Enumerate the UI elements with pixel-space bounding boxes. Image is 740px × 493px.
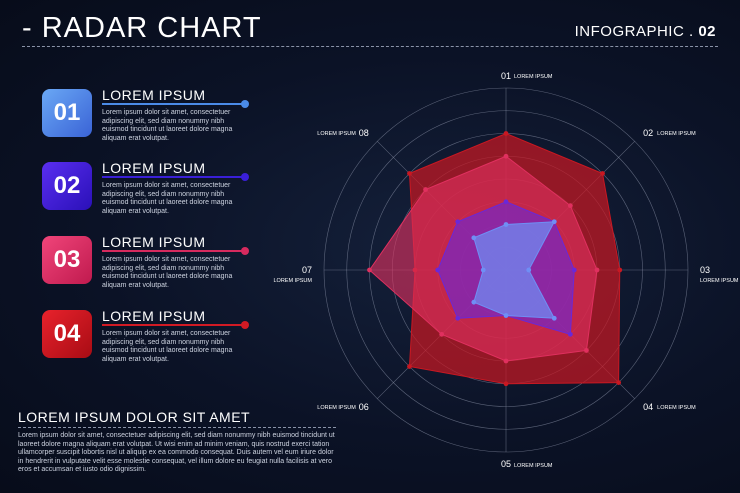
- radar-point-s3-a1: [503, 199, 509, 205]
- item-line-3: [102, 250, 245, 252]
- axis-number-2: 02: [643, 128, 653, 138]
- item-text-2: Lorem ipsum dolor sit amet, consectetuer…: [102, 182, 233, 215]
- radar-point-s4-a2: [551, 219, 557, 225]
- page-title: - RADAR CHART: [22, 12, 262, 44]
- item-line-2: [102, 176, 245, 178]
- subtitle-text: INFOGRAPHIC .: [574, 23, 699, 40]
- radar-point-s4-a1: [503, 222, 509, 227]
- radar-point-s1-a2: [600, 171, 605, 176]
- item-badge-3: 03: [42, 236, 92, 284]
- footer-title: LOREM IPSUM DOLOR SIT AMET: [18, 409, 251, 425]
- radar-point-s4-a4: [551, 315, 557, 321]
- radar-point-s1-a1: [503, 131, 509, 136]
- axis-label-8: LOREM IPSUM: [317, 131, 356, 137]
- radar-point-s4-a3: [526, 267, 532, 273]
- legend-item-4: 04 LOREM IPSUM Lorem ipsum dolor sit ame…: [42, 308, 252, 370]
- item-badge-2: 02: [42, 162, 92, 210]
- item-title-2: LOREM IPSUM: [102, 160, 206, 176]
- legend-item-1: 01 LOREM IPSUM Lorem ipsum dolor sit ame…: [42, 87, 252, 149]
- axis-number-3: 03: [700, 265, 710, 275]
- axis-label-4: LOREM IPSUM: [657, 405, 696, 411]
- axis-number-7: 07: [302, 265, 312, 275]
- item-text-4: Lorem ipsum dolor sit amet, consectetuer…: [102, 330, 233, 363]
- radar-point-s3-a4: [567, 331, 573, 337]
- item-line-4: [102, 324, 245, 326]
- item-line-1: [102, 103, 245, 105]
- radar-point-s2-a7: [367, 267, 372, 273]
- header-divider: [22, 46, 718, 47]
- radar-point-s2-a4: [584, 348, 589, 353]
- radar-point-s2-a3: [594, 267, 600, 273]
- radar-point-s2-a1: [503, 153, 509, 159]
- radar-point-s1-a5: [503, 381, 509, 387]
- legend-item-2: 02 LOREM IPSUM Lorem ipsum dolor sit ame…: [42, 160, 252, 222]
- radar-point-s4-a8: [471, 235, 477, 241]
- radar-series: [367, 131, 623, 387]
- item-text-3: Lorem ipsum dolor sit amet, consectetuer…: [102, 256, 233, 289]
- radar-point-s1-a6: [407, 364, 412, 369]
- radar-point-s2-a8: [423, 187, 428, 192]
- axis-label-2: LOREM IPSUM: [657, 131, 696, 137]
- radar-point-s4-a6: [471, 299, 477, 305]
- radar-point-s1-a3: [617, 267, 623, 273]
- radar-point-s2-a2: [567, 203, 573, 209]
- radar-point-s1-a8: [407, 171, 412, 176]
- footer-divider: [18, 427, 336, 428]
- item-title-3: LOREM IPSUM: [102, 234, 206, 250]
- axis-number-6: 06: [359, 402, 369, 412]
- page-subtitle: INFOGRAPHIC . 02: [575, 23, 716, 40]
- axis-number-5: 05: [501, 459, 511, 469]
- radar-point-s3-a3: [571, 267, 577, 273]
- axis-number-1: 01: [501, 71, 511, 81]
- radar-point-s3-a6: [455, 315, 461, 321]
- radar-point-s4-a5: [503, 313, 509, 318]
- axis-label-5: LOREM IPSUM: [514, 463, 553, 469]
- footer-text: Lorem ipsum dolor sit amet, consectetuer…: [18, 432, 335, 474]
- radar-point-s2-a6: [439, 331, 445, 337]
- legend-item-3: 03 LOREM IPSUM Lorem ipsum dolor sit ame…: [42, 234, 252, 296]
- axis-label-6: LOREM IPSUM: [317, 405, 356, 411]
- item-dot-3: [241, 247, 249, 255]
- axis-number-4: 04: [643, 402, 653, 412]
- axis-label-7: LOREM IPSUM: [273, 278, 312, 284]
- item-text-1: Lorem ipsum dolor sit amet, consectetuer…: [102, 109, 233, 142]
- axis-label-1: LOREM IPSUM: [514, 74, 553, 80]
- item-title-1: LOREM IPSUM: [102, 87, 206, 103]
- radar-point-s1-a4: [616, 380, 622, 386]
- item-dot-2: [241, 173, 249, 181]
- item-dot-1: [241, 100, 249, 108]
- axis-number-8: 08: [359, 128, 369, 138]
- radar-point-s2-a5: [503, 358, 509, 364]
- subtitle-number: 02: [698, 23, 716, 40]
- item-title-4: LOREM IPSUM: [102, 308, 206, 324]
- radar-point-s3-a7: [435, 267, 441, 273]
- item-badge-1: 01: [42, 89, 92, 137]
- axis-label-3: LOREM IPSUM: [700, 278, 739, 284]
- item-badge-4: 04: [42, 310, 92, 358]
- radar-point-s4-a7: [480, 267, 486, 273]
- item-dot-4: [241, 321, 249, 329]
- radar-point-s3-a8: [455, 219, 461, 225]
